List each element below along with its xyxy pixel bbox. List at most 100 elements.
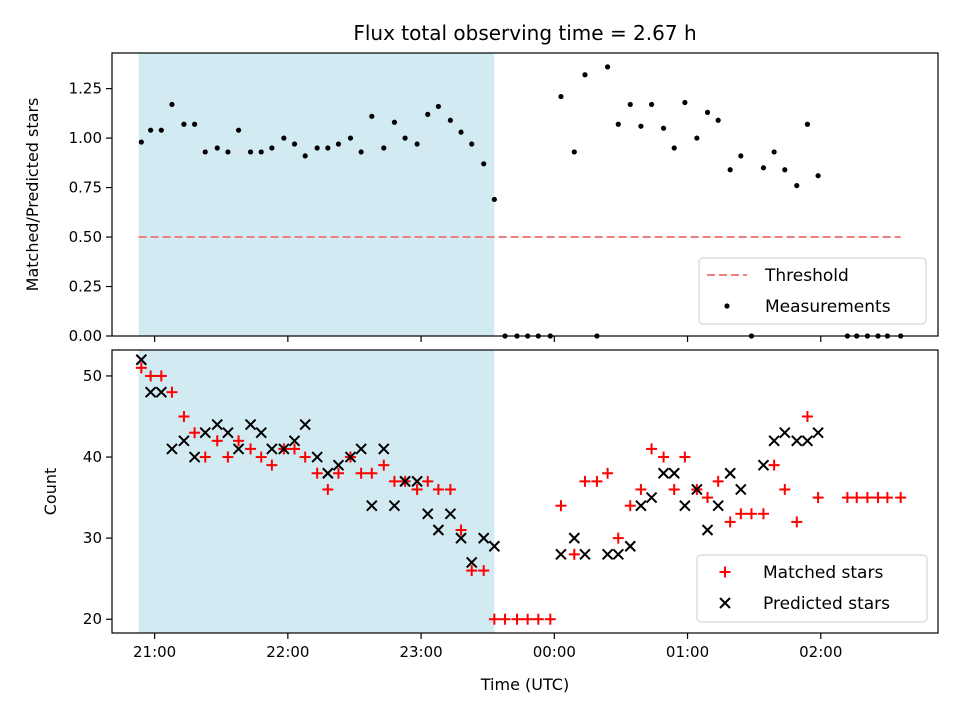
measurement-point: [181, 121, 187, 127]
predicted-star-point: [579, 548, 591, 561]
measurement-point: [302, 153, 308, 159]
measurement-point: [727, 167, 733, 173]
legend: Matched stars Predicted stars: [696, 554, 928, 623]
measurement-point: [605, 64, 611, 70]
measurement-point: [335, 141, 342, 147]
matched-star-point: [724, 516, 736, 528]
axes-frame: [111, 349, 939, 634]
matched-star-point: [322, 483, 334, 495]
predicted-star-point: [266, 443, 278, 455]
predicted-star-point: [166, 443, 178, 455]
predicted-star-point: [255, 427, 267, 439]
predicted-star-point: [378, 443, 390, 455]
predicted-star-point: [612, 548, 624, 561]
measurement-point: [694, 135, 700, 141]
measurement-point: [148, 127, 154, 133]
matched-star-point: [366, 467, 378, 479]
measurement-point: [314, 145, 320, 151]
measurement-point: [715, 117, 721, 123]
legend-entry-label: Threshold: [764, 266, 849, 286]
y-tick-label: 0.00: [69, 327, 102, 345]
measurement-point: [269, 145, 275, 151]
x-tick-label: 00:00: [533, 643, 576, 661]
predicted-star-point: [712, 499, 724, 512]
matched-star-point: [311, 467, 323, 479]
measurement-point: [815, 173, 821, 179]
predicted-star-point: [422, 508, 434, 520]
measurement-point: [435, 103, 442, 110]
legend-marker: [719, 566, 731, 578]
matched-star-point: [199, 451, 211, 463]
measurement-point: [738, 153, 744, 159]
measurement-point: [281, 135, 287, 141]
matched-star-point: [135, 362, 147, 374]
predicted-star-point: [411, 475, 423, 488]
predicted-star-point: [455, 532, 467, 544]
measurement-point: [158, 127, 164, 133]
y-tick-label: 20: [83, 610, 102, 628]
matched-star-point: [757, 508, 769, 520]
matched-star-point: [612, 532, 624, 544]
matched-star-point: [378, 459, 390, 471]
matched-star-point: [499, 613, 511, 625]
measurement-point: [682, 99, 688, 106]
predicted-star-point: [288, 435, 301, 447]
measurement-point: [571, 149, 577, 155]
predicted-star-point: [568, 532, 581, 544]
matched-star-point: [895, 492, 907, 504]
measurement-point: [425, 111, 431, 117]
matched-star-point: [189, 427, 201, 439]
matched-star-point: [646, 443, 658, 455]
measurement-point: [491, 196, 497, 203]
measurement-point: [627, 101, 633, 108]
predicted-star-point: [344, 451, 357, 463]
predicted-star-point: [801, 435, 814, 447]
matched-star-point: [712, 475, 724, 487]
predicted-star-point: [691, 483, 703, 496]
y-tick-label: 0.75: [69, 179, 102, 197]
matched-star-point: [432, 483, 444, 495]
measurement-point: [169, 101, 175, 108]
matched-star-point: [411, 483, 423, 495]
predicted-star-point: [332, 459, 345, 471]
measurement-point: [704, 109, 711, 115]
measurement-point: [469, 141, 475, 147]
measurement-point: [369, 113, 375, 119]
matched-star-point: [544, 613, 556, 625]
predicted-star-point: [388, 499, 401, 512]
predicted-star-point: [278, 443, 290, 455]
measurement-point: [804, 121, 811, 127]
predicted-star-point: [488, 540, 501, 552]
measurement-point: [235, 127, 242, 133]
matched-star-point: [658, 451, 670, 463]
matched-star-point: [881, 492, 893, 504]
legend-entry-label: Measurements: [765, 297, 891, 317]
measurement-point: [258, 149, 264, 155]
matched-star-point: [555, 500, 567, 512]
y-tick-label: 0.25: [69, 278, 102, 296]
matched-star-point: [861, 492, 873, 504]
legend-marker: [724, 303, 730, 309]
measurement-point: [414, 141, 420, 147]
measurement-point: [202, 149, 208, 155]
measurement-point: [214, 145, 220, 151]
measurement-point: [638, 123, 644, 129]
y-tick-label: 50: [83, 367, 102, 385]
matched-star-point: [768, 459, 780, 471]
legend-entry-label: Predicted stars: [763, 594, 890, 614]
predicted-star-point: [188, 451, 201, 463]
measurement-point: [347, 135, 354, 141]
measurement-point: [447, 117, 453, 123]
predicted-star-point: [635, 499, 647, 512]
predicted-star-point: [355, 443, 367, 455]
measurement-point: [794, 182, 800, 189]
matched-star-point: [602, 467, 614, 479]
predicted-star-point: [812, 427, 824, 439]
predicted-star-point: [366, 499, 378, 512]
measurement-point: [247, 149, 254, 155]
matched-star-point: [702, 492, 714, 504]
legend: Threshold Measurements: [698, 257, 927, 325]
matched-star-point: [488, 613, 500, 625]
predicted-star-point: [432, 524, 445, 536]
